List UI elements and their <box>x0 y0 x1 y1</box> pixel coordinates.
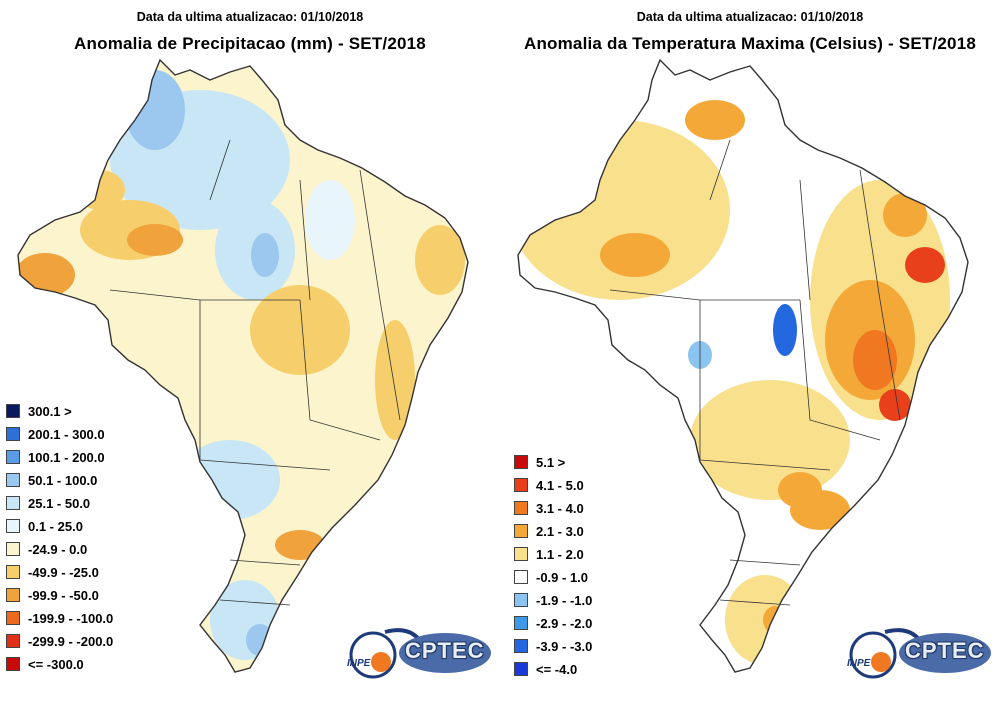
legend-label: -3.9 - -3.0 <box>536 638 593 654</box>
legend-item: 3.1 - 4.0 <box>514 497 584 519</box>
legend-swatch <box>6 519 20 533</box>
legend-swatch <box>514 478 528 492</box>
legend-label: 2.1 - 3.0 <box>536 523 584 539</box>
legend-label: -299.9 - -200.0 <box>28 633 114 649</box>
legend-label: -0.9 - 1.0 <box>536 569 589 585</box>
legend-item: 100.1 - 200.0 <box>6 446 105 468</box>
legend-swatch <box>6 473 20 487</box>
logo-inpe-text: INPE <box>347 658 371 669</box>
legend-label: 4.1 - 5.0 <box>536 477 584 493</box>
logo-cptec-text: CPTEC <box>405 638 485 663</box>
legend-item: -1.9 - -1.0 <box>514 589 592 611</box>
map-title: Anomalia da Temperatura Maxima (Celsius)… <box>523 34 977 53</box>
legend-label: 200.1 - 300.0 <box>28 426 105 442</box>
legend-item: 1.1 - 2.0 <box>514 543 584 565</box>
legend-item: -3.9 - -3.0 <box>514 635 592 657</box>
legend-label: -24.9 - 0.0 <box>28 541 88 557</box>
legend-swatch <box>514 524 528 538</box>
legend-swatch <box>514 501 528 515</box>
inpe-cptec-logo: INPE CPTEC <box>845 620 995 690</box>
logo-cptec-text: CPTEC <box>905 638 985 663</box>
legend-swatch <box>514 593 528 607</box>
legend-swatch <box>6 634 20 648</box>
legend-item: -99.9 - -50.0 <box>6 584 99 606</box>
legend-item: 25.1 - 50.0 <box>6 492 90 514</box>
map-title: Anomalia de Precipitacao (mm) - SET/2018 <box>74 34 426 53</box>
legend-item: 0.1 - 25.0 <box>6 515 83 537</box>
legend-item: -0.9 - 1.0 <box>514 566 588 588</box>
legend-swatch <box>6 565 20 579</box>
legend-item: 2.1 - 3.0 <box>514 520 584 542</box>
inpe-cptec-logo: INPE CPTEC <box>345 620 495 690</box>
legend-item: 300.1 > <box>6 400 72 422</box>
legend-label: 25.1 - 50.0 <box>28 495 91 511</box>
legend-swatch <box>514 570 528 584</box>
temperature-panel: Data da ultima atualizacao: 01/10/2018 A… <box>500 0 1000 703</box>
legend-label: 300.1 > <box>28 403 72 419</box>
legend-label: 1.1 - 2.0 <box>536 546 584 562</box>
legend-label: -49.9 - -25.0 <box>28 564 99 580</box>
legend-item: 5.1 > <box>514 451 565 473</box>
legend-swatch <box>514 616 528 630</box>
legend-label: 3.1 - 4.0 <box>536 500 584 516</box>
legend-swatch <box>6 404 20 418</box>
legend-item: 4.1 - 5.0 <box>514 474 584 496</box>
legend-label: 5.1 > <box>536 454 566 470</box>
update-date: Data da ultima atualizacao: 01/10/2018 <box>136 10 364 24</box>
legend-item: -24.9 - 0.0 <box>6 538 87 560</box>
temperature-map <box>517 59 969 673</box>
legend-swatch <box>514 662 528 676</box>
legend-label: 0.1 - 25.0 <box>28 518 83 534</box>
legend-item: <= -4.0 <box>514 658 577 680</box>
legend-swatch <box>514 547 528 561</box>
legend-label: <= -300.0 <box>28 656 84 672</box>
logo-emblem-icon <box>849 628 991 679</box>
legend-label: -99.9 - -50.0 <box>28 587 99 603</box>
legend-label: -2.9 - -2.0 <box>536 615 593 631</box>
update-date: Data da ultima atualizacao: 01/10/2018 <box>636 10 864 24</box>
legend-item: -2.9 - -2.0 <box>514 612 592 634</box>
legend-label: 50.1 - 100.0 <box>28 472 98 488</box>
legend-swatch <box>514 639 528 653</box>
legend-swatch <box>6 611 20 625</box>
logo-inpe-text: INPE <box>847 658 871 669</box>
legend-swatch <box>514 455 528 469</box>
legend-label: -1.9 - -1.0 <box>536 592 593 608</box>
legend-swatch <box>6 427 20 441</box>
legend-item: -199.9 - -100.0 <box>6 607 113 629</box>
legend-swatch <box>6 496 20 510</box>
logo-emblem-icon <box>349 628 491 679</box>
legend-item: 50.1 - 100.0 <box>6 469 97 491</box>
legend-label: -199.9 - -100.0 <box>28 610 114 626</box>
legend-swatch <box>6 450 20 464</box>
legend-item: 200.1 - 300.0 <box>6 423 105 445</box>
legend-label: 100.1 - 200.0 <box>28 449 105 465</box>
legend-swatch <box>6 657 20 671</box>
precipitation-panel: Data da ultima atualizacao: 01/10/2018 A… <box>6 10 495 690</box>
legend-swatch <box>6 588 20 602</box>
legend-label: <= -4.0 <box>536 661 578 677</box>
legend-item: -299.9 - -200.0 <box>6 630 113 652</box>
legend-item: -49.9 - -25.0 <box>6 561 99 583</box>
legend-item: <= -300.0 <box>6 653 84 675</box>
legend-swatch <box>6 542 20 556</box>
precipitation-map <box>17 59 469 673</box>
